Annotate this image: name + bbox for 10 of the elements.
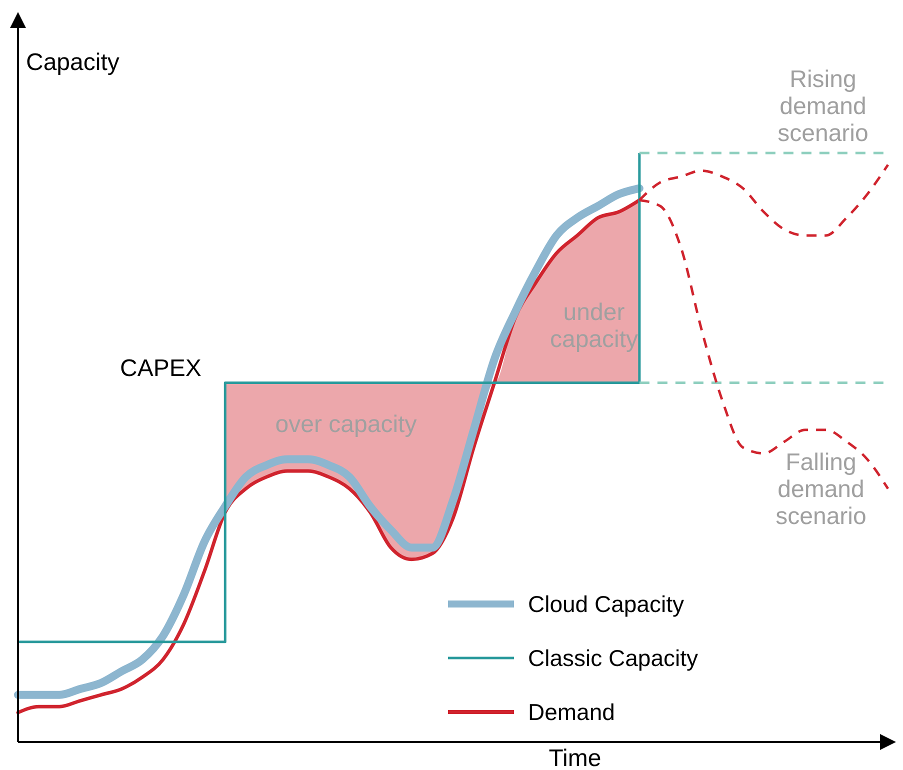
annotation: Falling demand scenario [776,449,866,530]
legend-label: Classic Capacity [528,645,698,671]
text: Rising demand scenario [778,66,868,147]
annotation: over capacity [275,411,417,438]
legend-label: Cloud Capacity [528,591,684,617]
annotation: CAPEX [120,355,202,382]
legend-label: Demand [528,699,615,725]
annotation: under capacity [550,299,638,353]
x-axis-title: Time [548,745,602,770]
y-axis-title: Capacity [26,49,120,76]
